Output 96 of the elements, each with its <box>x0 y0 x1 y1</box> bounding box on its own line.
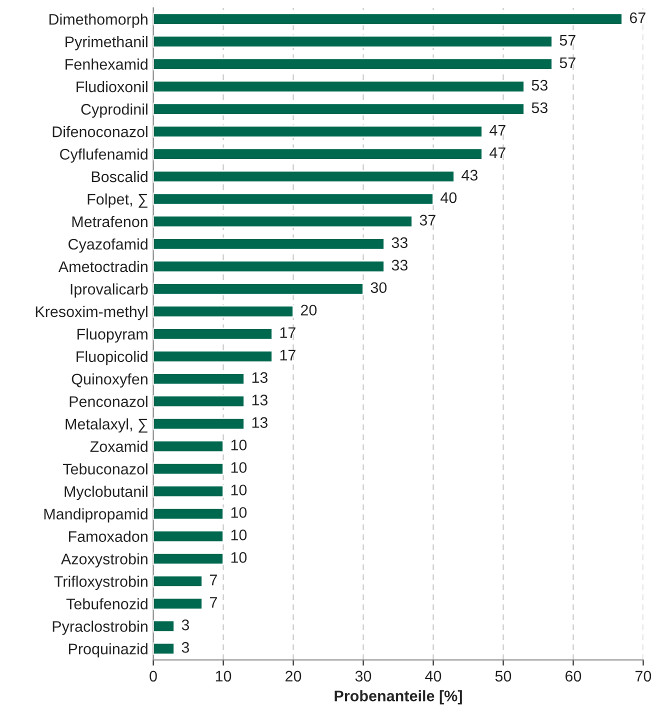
y-tick-label: Mandipropamid <box>44 508 148 522</box>
data-label: 57 <box>560 35 576 46</box>
data-label: 53 <box>532 102 548 114</box>
y-tick-label: Ametoctradin <box>58 260 148 272</box>
bar <box>153 462 224 476</box>
data-label: 10 <box>231 552 247 563</box>
bar <box>153 507 224 520</box>
bar <box>153 642 175 656</box>
x-tick-label: 50 <box>495 670 512 682</box>
x-tick-label: 20 <box>286 670 302 682</box>
data-label: 33 <box>392 237 408 248</box>
bar <box>153 80 525 93</box>
x-tick-label: 40 <box>425 670 442 682</box>
y-tick-label: Tebuconazol <box>62 463 148 475</box>
data-label: 13 <box>252 372 268 383</box>
data-label: 10 <box>231 484 247 496</box>
data-label: 43 <box>462 170 478 181</box>
data-label: 7 <box>210 574 217 586</box>
x-tick-label: 30 <box>355 670 372 682</box>
y-tick-label: Cyflufenamid <box>60 148 148 163</box>
bar <box>153 238 385 250</box>
data-label: 37 <box>420 214 436 226</box>
y-tick-label: Cyazofamid <box>68 238 148 253</box>
bar <box>153 305 294 318</box>
bar <box>153 530 224 543</box>
x-tick-label: 10 <box>216 670 232 682</box>
y-tick-label: Zoxamid <box>90 440 148 452</box>
x-tick-label: 70 <box>635 670 652 682</box>
bar <box>153 440 224 453</box>
bar <box>153 12 623 26</box>
bar <box>153 58 553 70</box>
y-tick-label: Fluopyram <box>78 328 148 343</box>
bar <box>153 148 483 160</box>
bar <box>153 552 224 566</box>
bar <box>153 282 364 296</box>
bar <box>153 35 553 48</box>
y-tick-label: Folpet, ∑ <box>88 193 148 208</box>
y-tick-label: Fenhexamid <box>66 58 148 70</box>
data-label: 20 <box>300 304 317 316</box>
y-tick-label: Penconazol <box>70 396 148 408</box>
data-label: 10 <box>231 440 247 450</box>
y-tick-label: Tebufenozid <box>66 598 148 610</box>
bar <box>153 328 273 340</box>
y-tick-label: Dimethomorph <box>49 14 148 28</box>
data-label: 3 <box>182 642 190 653</box>
y-tick-label: Metrafenon <box>72 216 148 228</box>
data-label: 33 <box>392 260 408 271</box>
data-label: 17 <box>280 350 296 360</box>
y-tick-label: Metalaxyl, ∑ <box>66 418 148 433</box>
y-tick-label: Pyrimethanil <box>66 36 148 50</box>
data-label: 3 <box>182 620 190 630</box>
y-tick-label: Quinoxyfen <box>72 373 148 388</box>
y-tick-label: Cyprodinil <box>81 104 148 118</box>
bar <box>153 597 203 610</box>
y-tick-label: Fludioxonil <box>76 81 148 92</box>
y-tick-label: Difenoconazol <box>52 126 148 138</box>
bar <box>153 125 483 138</box>
bar <box>153 192 434 206</box>
data-label: 17 <box>280 327 296 338</box>
data-label: 7 <box>210 597 217 608</box>
bar <box>153 102 525 116</box>
data-label: 13 <box>252 394 268 406</box>
bar <box>153 574 203 588</box>
bar <box>153 484 224 498</box>
bar <box>153 260 385 273</box>
y-tick-label: Azoxystrobin <box>60 553 148 568</box>
bar <box>153 395 245 408</box>
data-label: 10 <box>231 507 247 518</box>
bar <box>153 350 273 363</box>
bar <box>153 418 245 430</box>
y-tick-label: Trifloxystrobin <box>54 576 148 590</box>
bar <box>153 170 455 183</box>
y-tick-label: Myclobutanil <box>64 486 148 500</box>
data-label: 30 <box>370 282 387 294</box>
y-tick-label: Famoxadon <box>68 530 148 542</box>
y-tick-label: Pyraclostrobin <box>52 620 148 635</box>
bar <box>153 620 175 633</box>
y-tick-label: Proquinazid <box>68 643 148 658</box>
data-label: 47 <box>490 124 506 136</box>
x-axis-title: Probenanteile [%] <box>334 690 462 704</box>
data-label: 13 <box>252 417 268 428</box>
bar <box>153 215 413 228</box>
data-label: 47 <box>490 147 506 158</box>
data-label: 57 <box>560 58 576 68</box>
data-label: 67 <box>630 12 646 24</box>
data-label: 40 <box>440 192 457 204</box>
y-tick-label: Boscalid <box>92 170 148 182</box>
y-tick-label: Kresoxim-methyl <box>36 306 148 320</box>
x-tick-label: 0 <box>150 670 157 682</box>
data-label: 10 <box>231 462 247 473</box>
y-tick-label: Iprovalicarb <box>70 283 148 298</box>
x-tick-label: 60 <box>566 670 582 682</box>
data-label: 10 <box>231 530 247 540</box>
data-label: 53 <box>532 80 548 91</box>
y-tick-label: Fluopicolid <box>76 350 148 366</box>
bar <box>153 372 245 386</box>
